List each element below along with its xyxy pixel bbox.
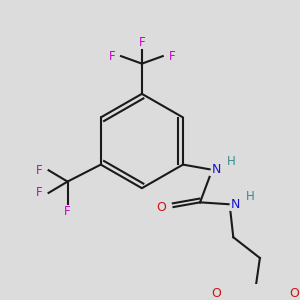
Text: N: N — [230, 198, 240, 211]
Text: F: F — [109, 50, 115, 63]
Text: H: H — [227, 155, 236, 168]
Text: F: F — [139, 36, 145, 50]
Text: F: F — [64, 205, 71, 218]
Text: H: H — [246, 190, 254, 203]
Text: F: F — [36, 164, 43, 177]
Text: N: N — [212, 163, 221, 176]
Text: O: O — [289, 287, 299, 300]
Text: O: O — [156, 201, 166, 214]
Text: O: O — [211, 287, 221, 300]
Text: F: F — [169, 50, 175, 63]
Text: F: F — [36, 186, 43, 200]
